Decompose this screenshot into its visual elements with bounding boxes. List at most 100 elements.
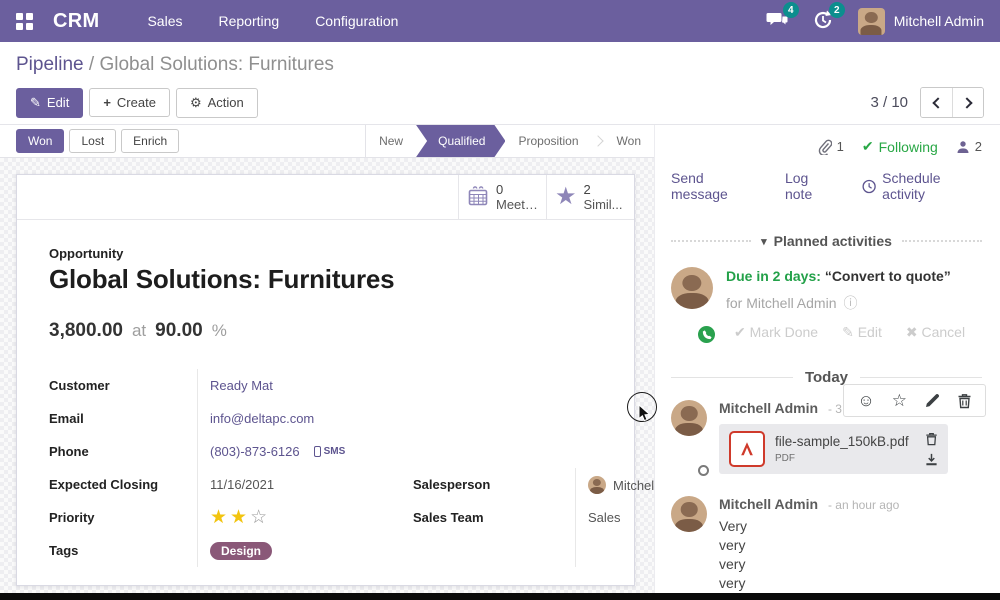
- star-outline-icon[interactable]: ☆: [891, 391, 907, 410]
- apps-menu-icon[interactable]: [16, 12, 33, 30]
- clock-icon: [862, 179, 876, 193]
- star-filled-icon[interactable]: ★: [230, 507, 251, 528]
- activities-icon[interactable]: 2: [812, 2, 845, 33]
- messages-icon[interactable]: 4: [766, 2, 799, 33]
- edit-button[interactable]: ✎ Edit: [16, 87, 84, 118]
- opportunity-title: Global Solutions: Furnitures: [49, 264, 395, 294]
- phone-activity-badge: [696, 324, 717, 345]
- sales-team-value[interactable]: Sales: [588, 510, 621, 525]
- action-button[interactable]: ⚙ Action: [175, 87, 258, 118]
- star-outline-icon[interactable]: ☆: [250, 507, 271, 528]
- online-status-icon: [698, 465, 709, 476]
- main-menu: Sales Reporting Configuration: [129, 0, 416, 42]
- salesperson-avatar: [588, 476, 606, 494]
- activity-edit-button[interactable]: ✎ Edit: [842, 324, 882, 340]
- followers-button[interactable]: 2: [956, 139, 982, 154]
- gear-icon: ⚙: [189, 94, 202, 110]
- delete-message-icon[interactable]: [957, 393, 972, 409]
- pencil-icon: ✎: [842, 324, 854, 340]
- expected-closing-value[interactable]: 11/16/2021: [197, 468, 413, 501]
- player-bar: [0, 593, 1000, 600]
- customer-label: Customer: [49, 378, 110, 393]
- customer-value[interactable]: Ready Mat: [210, 378, 273, 393]
- tags-label: Tags: [49, 543, 79, 558]
- activity-assignee: for Mitchell Admin: [726, 295, 837, 311]
- activity-due-label: Due in 2 days:: [726, 268, 821, 284]
- stage-pipeline: New Qualified Proposition Won: [365, 125, 654, 157]
- pager-next-button[interactable]: [952, 88, 983, 117]
- message-author[interactable]: Mitchell Admin: [719, 400, 819, 416]
- menu-reporting[interactable]: Reporting: [218, 13, 280, 29]
- attachment-card[interactable]: file-sample_150kB.pdf PDF: [719, 424, 948, 474]
- log-note-button[interactable]: Log note: [784, 170, 813, 202]
- activity-cancel-button[interactable]: ✖ Cancel: [905, 324, 966, 340]
- activities-badge: 2: [828, 2, 845, 18]
- delete-attachment-icon[interactable]: [925, 432, 938, 446]
- at-label: at: [131, 321, 147, 340]
- stage-qualified[interactable]: Qualified: [416, 125, 505, 157]
- star-filled-icon[interactable]: ★: [210, 507, 231, 528]
- stage-won[interactable]: Won: [616, 134, 641, 148]
- chevron-left-icon: [932, 96, 944, 109]
- check-icon: ✔: [734, 324, 746, 340]
- breadcrumb-separator: /: [88, 54, 95, 75]
- phone-value[interactable]: (803)-873-6126: [210, 444, 300, 459]
- sms-button[interactable]: SMS: [313, 446, 345, 457]
- user-menu[interactable]: Mitchell Admin: [857, 7, 984, 35]
- similar-label: Simil...: [583, 197, 623, 212]
- email-value[interactable]: info@deltapc.com: [210, 411, 315, 426]
- probability-value[interactable]: 90.00: [155, 320, 203, 341]
- pdf-file-icon: [729, 431, 765, 467]
- message-hover-toolbar: ☺ ☆: [843, 384, 986, 417]
- breadcrumb: Pipeline / Global Solutions: Furnitures: [16, 54, 984, 76]
- attachments-button[interactable]: 1: [817, 139, 844, 155]
- message-author[interactable]: Mitchell Admin: [719, 496, 819, 512]
- schedule-activity-button[interactable]: Schedule activity: [862, 170, 982, 202]
- planned-activities-header: ▾ Planned activities: [671, 233, 982, 249]
- won-button[interactable]: Won: [16, 129, 65, 153]
- create-button[interactable]: + Create: [89, 88, 170, 117]
- user-name: Mitchell Admin: [893, 13, 984, 29]
- priority-stars[interactable]: ★★☆: [210, 506, 270, 529]
- enrich-button[interactable]: Enrich: [121, 129, 180, 153]
- plus-icon: +: [103, 95, 111, 110]
- form-canvas: 0 Meeting ★ 2 Simil... Opportunity: [0, 158, 697, 600]
- field-grid: Customer Ready Mat Email info@deltapc.co…: [49, 369, 697, 567]
- today-label: Today: [804, 369, 849, 386]
- user-avatar: [857, 7, 885, 35]
- edit-message-icon[interactable]: [924, 393, 940, 409]
- app-title[interactable]: CRM: [53, 9, 100, 32]
- stage-separator-icon: [591, 135, 604, 147]
- today-divider: Today: [671, 369, 982, 386]
- menu-sales[interactable]: Sales: [147, 13, 183, 29]
- mark-done-button[interactable]: ✔ Mark Done: [734, 324, 819, 340]
- phone-icon: [702, 329, 712, 339]
- pager-previous-button[interactable]: [921, 88, 952, 117]
- percent-sign: %: [211, 321, 227, 340]
- status-bar: Won Lost Enrich New Qualified Propositio…: [0, 125, 654, 158]
- similar-leads-stat-button[interactable]: ★ 2 Simil...: [546, 175, 634, 219]
- planned-activities-toggle[interactable]: ▾ Planned activities: [761, 233, 892, 249]
- following-button[interactable]: ✔ Following: [861, 138, 938, 155]
- chatter-panel: 1 ✔ Following 2 Send message Log note: [655, 125, 1000, 600]
- tag-design[interactable]: Design: [210, 541, 273, 560]
- sales-team-label: Sales Team: [413, 510, 484, 525]
- person-icon: [957, 140, 969, 153]
- pencil-icon: ✎: [30, 94, 41, 110]
- attachment-filetype: PDF: [775, 453, 795, 464]
- send-message-button[interactable]: Send message: [671, 170, 728, 202]
- message-time: - an hour ago: [827, 498, 900, 512]
- breadcrumb-pipeline[interactable]: Pipeline: [16, 54, 84, 75]
- message-item: ☺ ☆ Mitchell Admin - 3 minutes ago: [671, 384, 986, 476]
- control-panel: Pipeline / Global Solutions: Furnitures …: [0, 42, 1000, 125]
- download-attachment-icon[interactable]: [925, 453, 938, 466]
- add-reaction-icon[interactable]: ☺: [857, 391, 875, 410]
- meetings-stat-button[interactable]: 0 Meeting: [458, 175, 546, 219]
- lost-button[interactable]: Lost: [69, 129, 117, 153]
- message-body: Very very very very very: [719, 518, 748, 600]
- email-label: Email: [49, 411, 84, 426]
- menu-configuration[interactable]: Configuration: [315, 13, 399, 29]
- stage-proposition[interactable]: Proposition: [518, 134, 579, 148]
- stage-new[interactable]: New: [379, 134, 404, 148]
- paperclip-icon: [818, 139, 832, 155]
